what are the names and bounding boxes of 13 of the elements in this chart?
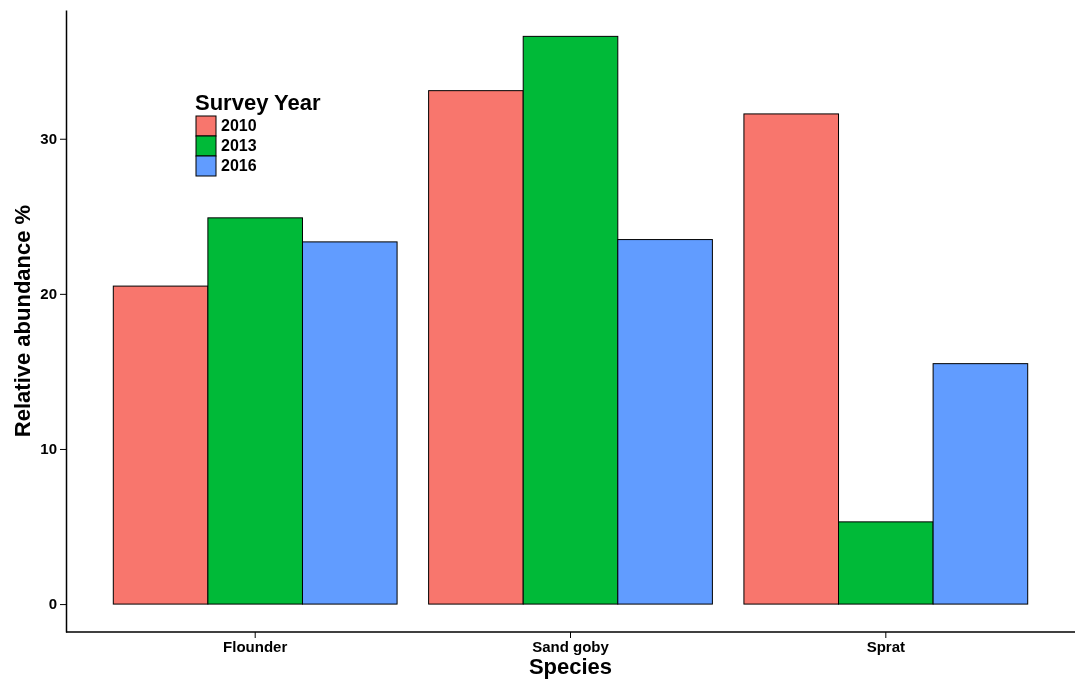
x-tick-label: Sprat — [866, 637, 905, 655]
y-tick-label: 20 — [40, 285, 57, 303]
x-tick-label: Sand goby — [532, 637, 610, 655]
x-axis-title: Species — [528, 654, 613, 679]
y-tick-label: 30 — [40, 130, 57, 148]
y-tick-label: 0 — [48, 595, 57, 613]
legend-label: 2010 — [221, 117, 257, 134]
legend-label: 2016 — [221, 157, 257, 174]
y-tick-label: 10 — [40, 440, 57, 458]
legend-title: Survey Year — [195, 90, 322, 115]
legend-label: 2013 — [221, 137, 257, 154]
x-tick-label: Flounder — [223, 637, 288, 655]
y-axis-title: Relative abundance % — [10, 204, 35, 438]
